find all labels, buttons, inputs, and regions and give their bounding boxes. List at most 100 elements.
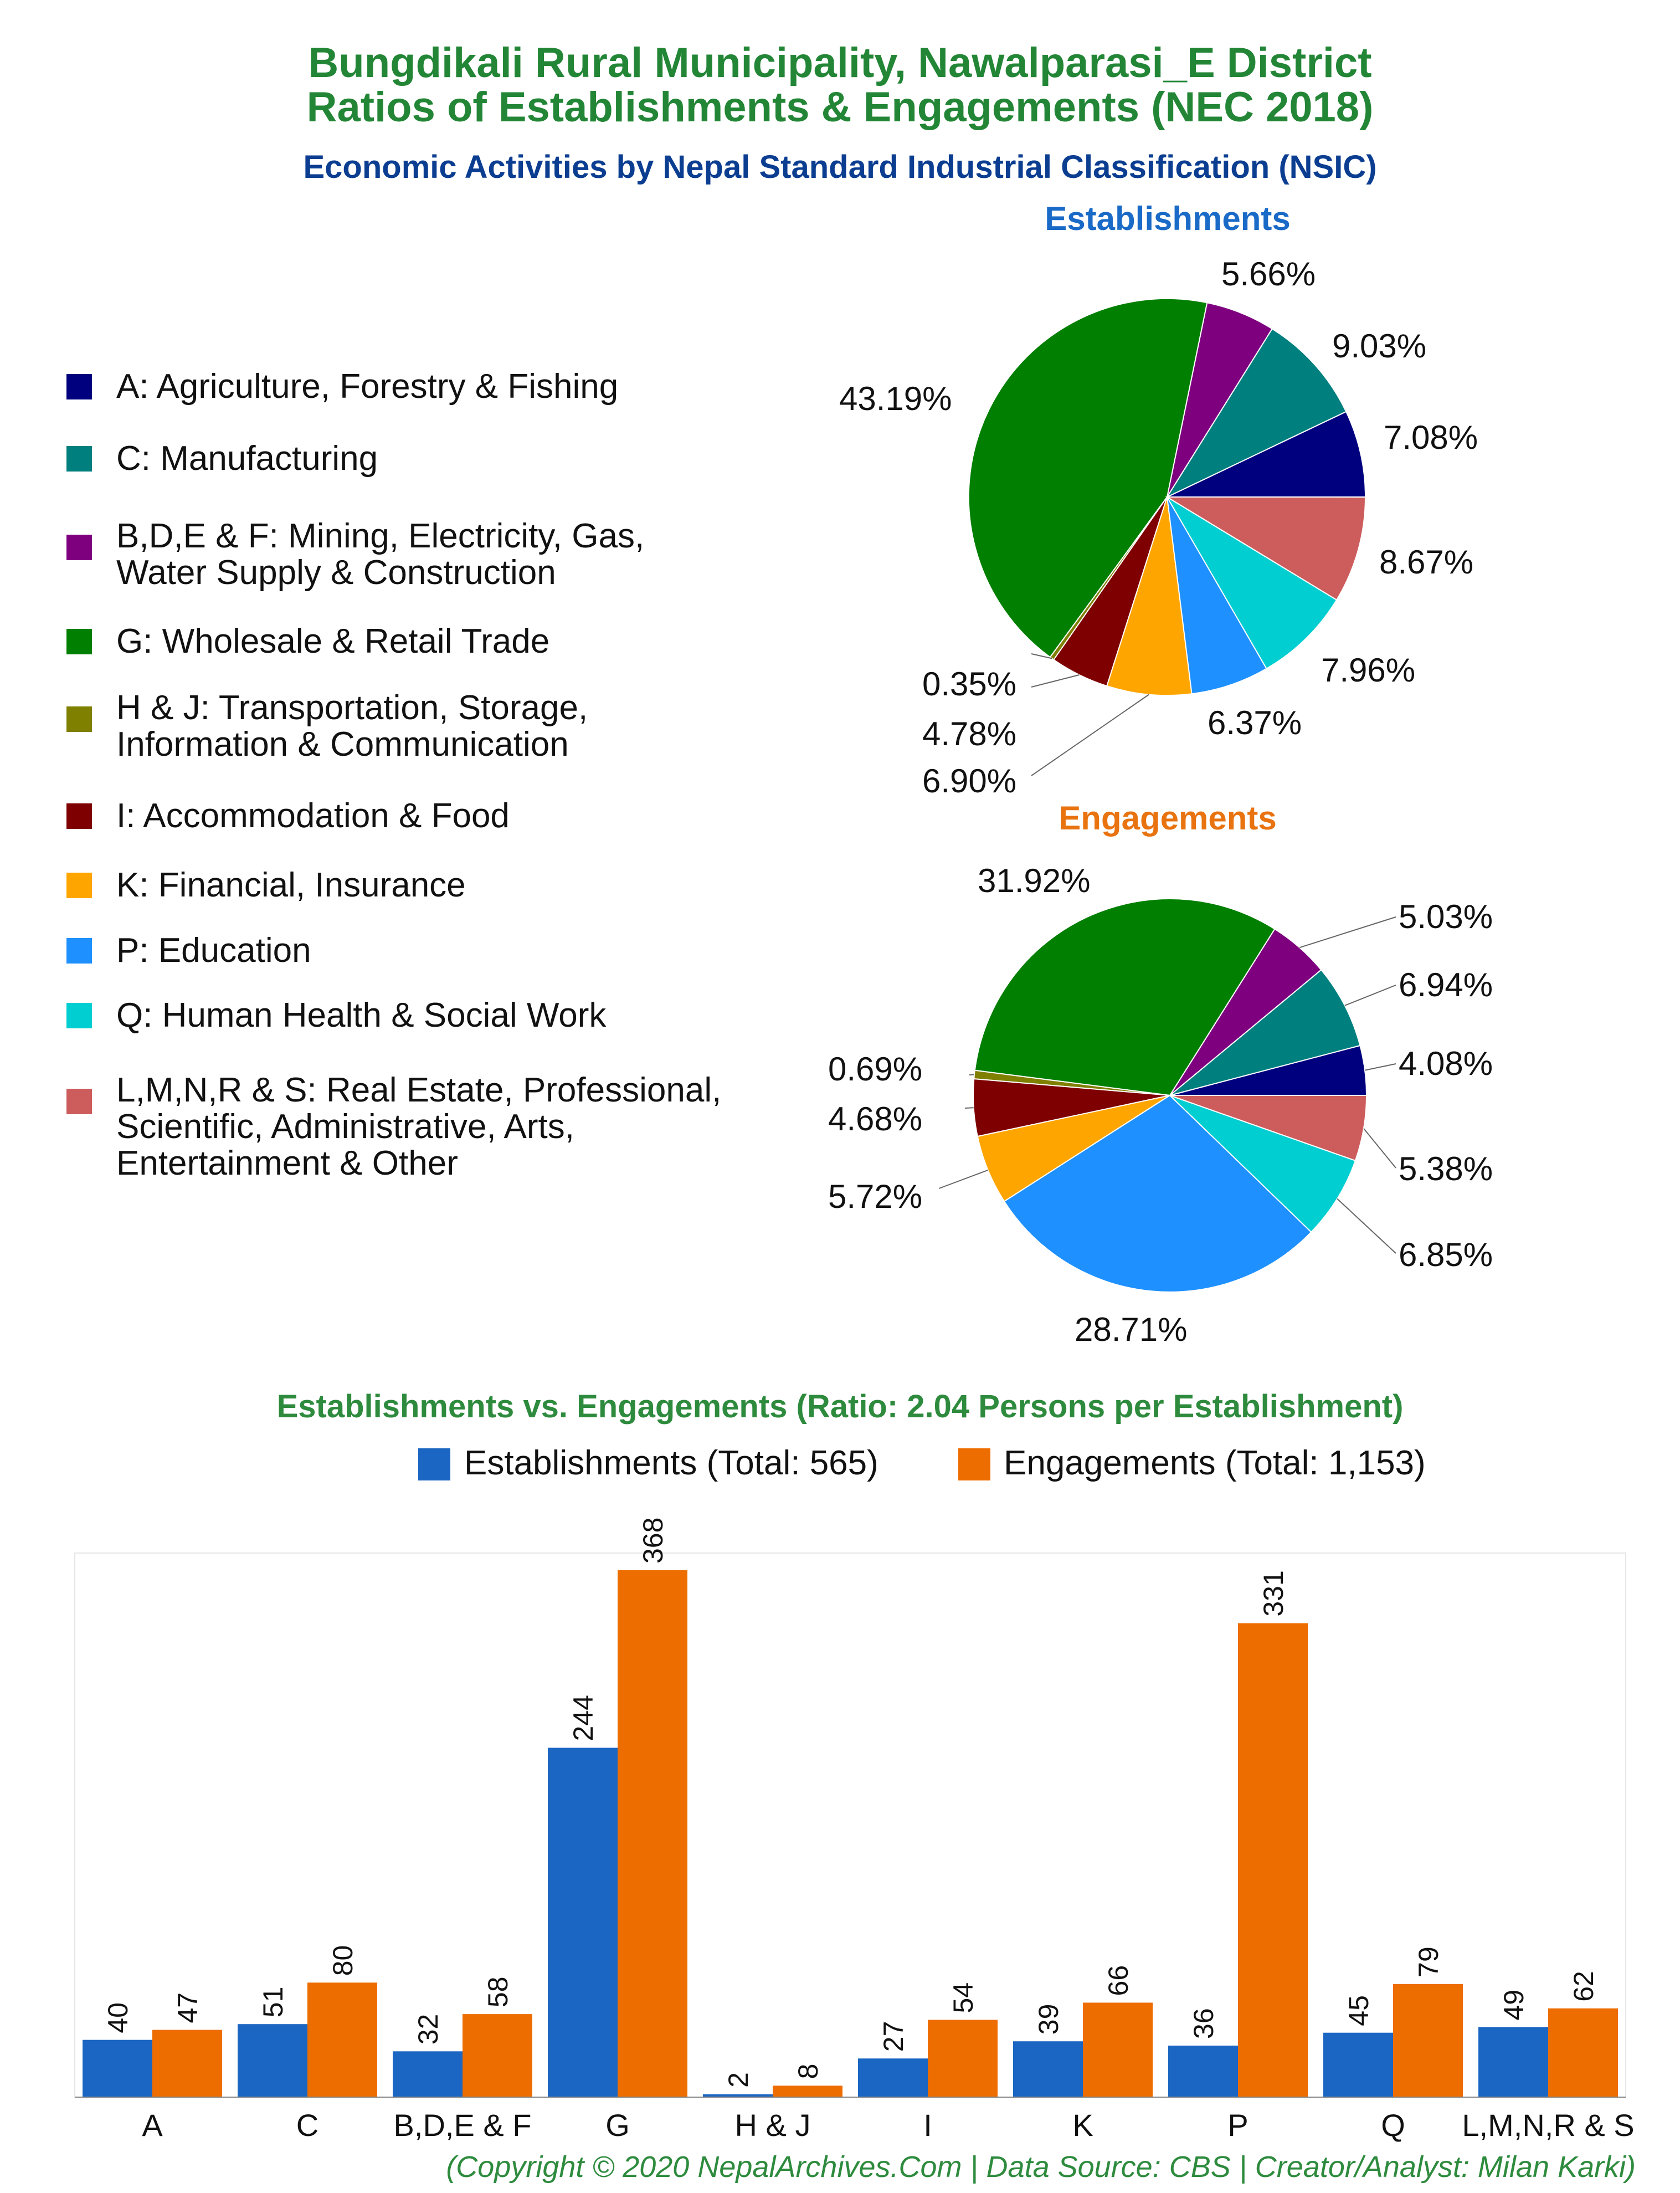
legend-label-8: Q: Human Health & Social Work (116, 996, 607, 1034)
legend-label-6: K: Financial, Insurance (116, 866, 466, 904)
establishments-value-label-0: 7.08% (1384, 419, 1478, 456)
engagements-bar-8 (1393, 1984, 1463, 2097)
x-tick-label-3: G (605, 2108, 630, 2143)
engagements-bar-0 (152, 2030, 222, 2097)
establishments-value-label-4: 2 (723, 2072, 754, 2088)
establishments-leader-6 (1031, 694, 1149, 776)
establishments-bar-3 (548, 1748, 618, 2097)
establishments-value-label-7: 36 (1188, 2008, 1219, 2039)
establishments-value-label-2: 5.66% (1221, 255, 1316, 293)
establishments-bar-0 (83, 2040, 152, 2097)
establishments-value-label-3: 244 (568, 1695, 599, 1741)
engagements-bar-5 (928, 2020, 998, 2097)
engagements-bar-3 (618, 1570, 687, 2097)
bar-chart: 40 47 A 51 80 C 32 58 B,D,E & F 244 368 G 2 8 H & J 27 5… (74, 1518, 1635, 2143)
engagements-value-label-6: 66 (1103, 1965, 1134, 1996)
establishments-bar-9 (1478, 2027, 1548, 2097)
establishments-bar-8 (1323, 2032, 1393, 2097)
legend-label-9: L,M,N,R & S: Real Estate, Professional, S… (116, 1071, 722, 1182)
engagements-leader-9 (1363, 1128, 1396, 1169)
establishments-slice-9 (1165, 496, 1366, 601)
legend-label-5: I: Accommodation & Food (116, 797, 510, 835)
x-tick-label-6: K (1072, 2108, 1093, 2143)
establishments-slice-1 (1165, 328, 1347, 499)
establishments-value-label-0: 40 (102, 2002, 133, 2033)
legend-swatch-2 (66, 535, 92, 560)
establishments-pie-title: Establishments (1045, 200, 1291, 237)
legend-swatch-5 (66, 803, 92, 829)
x-tick-label-1: C (296, 2108, 318, 2143)
engagements-slice-1 (1169, 969, 1361, 1096)
establishments-value-label-2: 32 (413, 2014, 444, 2045)
establishments-slice-7 (1167, 496, 1267, 695)
x-tick-label-0: A (142, 2108, 163, 2143)
legend-swatch-6 (66, 873, 92, 898)
engagements-value-label-4: 8 (793, 2064, 824, 2079)
engagements-bar-2 (463, 2014, 532, 2097)
establishments-bar-4 (703, 2094, 773, 2097)
legend-label-establishments: Establishments (Total: 565) (464, 1444, 878, 1482)
engagements-value-label-7: 331 (1258, 1570, 1289, 1616)
engagements-value-label-5: 4.68% (828, 1100, 922, 1138)
legend-label-3: G: Wholesale & Retail Trade (116, 622, 550, 660)
engagements-bar-4 (773, 2086, 842, 2097)
engagements-value-label-9: 62 (1568, 1971, 1599, 2002)
engagements-value-label-1: 6.94% (1399, 966, 1493, 1003)
engagements-leader-0 (1364, 1063, 1396, 1071)
establishments-value-label-1: 51 (258, 1987, 289, 2018)
legend-swatch-7 (66, 938, 92, 964)
engagements-leader-4 (969, 1074, 975, 1075)
establishments-bar-5 (858, 2058, 928, 2097)
engagements-value-label-1: 80 (327, 1945, 358, 1976)
x-tick-label-4: H & J (735, 2108, 811, 2143)
chart-title-line2: Ratios of Establishments & Engagements (… (306, 84, 1374, 131)
legend-swatch-8 (66, 1003, 92, 1028)
chart-subtitle: Economic Activities by Nepal Standard In… (303, 149, 1377, 185)
engagements-value-label-2: 5.03% (1399, 898, 1493, 935)
pie-charts: 7.08% 9.03% 5.66% 43.19% 0.35% 4.78% 6.90% 6.37… (828, 255, 1493, 1348)
establishments-value-label-3: 43.19% (839, 380, 952, 417)
engagements-value-label-6: 5.72% (828, 1178, 922, 1215)
copyright-footer: (Copyright © 2020 NepalArchives.Com | Da… (446, 2150, 1636, 2184)
establishments-value-label-6: 6.90% (922, 762, 1016, 800)
establishments-value-label-9: 49 (1498, 1990, 1529, 2021)
x-tick-label-9: L,M,N,R & S (1462, 2108, 1634, 2143)
establishments-slice-0 (1167, 411, 1366, 498)
legend-label-1: C: Manufacturing (116, 439, 378, 478)
engagements-bar-9 (1548, 2008, 1618, 2097)
establishments-value-label-8: 7.96% (1321, 652, 1415, 689)
establishments-bar-6 (1013, 2041, 1083, 2097)
engagements-value-label-9: 5.38% (1399, 1150, 1493, 1187)
engagements-value-label-3: 368 (638, 1518, 669, 1564)
legend-label-engagements: Engagements (Total: 1,153) (1004, 1444, 1426, 1482)
engagements-value-label-3: 31.92% (978, 862, 1091, 899)
establishments-value-label-4: 0.35% (922, 665, 1016, 703)
legend-swatch-0 (66, 374, 92, 399)
chart-title: Bungdikali Rural Municipality, Nawalpara… (308, 39, 1372, 86)
engagements-slice-3 (974, 898, 1276, 1096)
establishments-leader-5 (1031, 674, 1080, 688)
establishments-bar-1 (238, 2024, 307, 2097)
engagements-value-label-5: 54 (948, 1982, 979, 2013)
x-tick-label-7: P (1227, 2108, 1248, 2143)
engagements-slice-7 (1003, 1094, 1312, 1293)
engagements-leader-8 (1337, 1198, 1396, 1254)
legend-swatch-3 (66, 629, 92, 654)
engagements-bar-7 (1238, 1623, 1308, 2097)
x-tick-label-8: Q (1381, 2108, 1405, 2143)
establishments-value-label-1: 9.03% (1332, 327, 1426, 365)
engagements-bar-1 (307, 1982, 377, 2097)
establishments-slice-2 (1167, 302, 1273, 498)
establishments-slice-3 (968, 298, 1208, 658)
engagements-value-label-4: 0.69% (828, 1051, 922, 1088)
establishments-slice-8 (1167, 496, 1338, 670)
legend-swatch-4 (66, 706, 92, 732)
engagements-slice-6 (977, 1095, 1170, 1202)
establishments-value-label-8: 45 (1343, 1995, 1374, 2026)
engagements-value-label-8: 6.85% (1399, 1236, 1493, 1273)
legend-label-4: H & J: Transportation, Storage, Informati… (116, 689, 588, 764)
establishments-value-label-5: 4.78% (922, 715, 1016, 752)
engagements-pie-title: Engagements (1059, 800, 1277, 837)
legend-swatch-1 (66, 446, 92, 472)
engagements-leader-6 (938, 1169, 988, 1189)
